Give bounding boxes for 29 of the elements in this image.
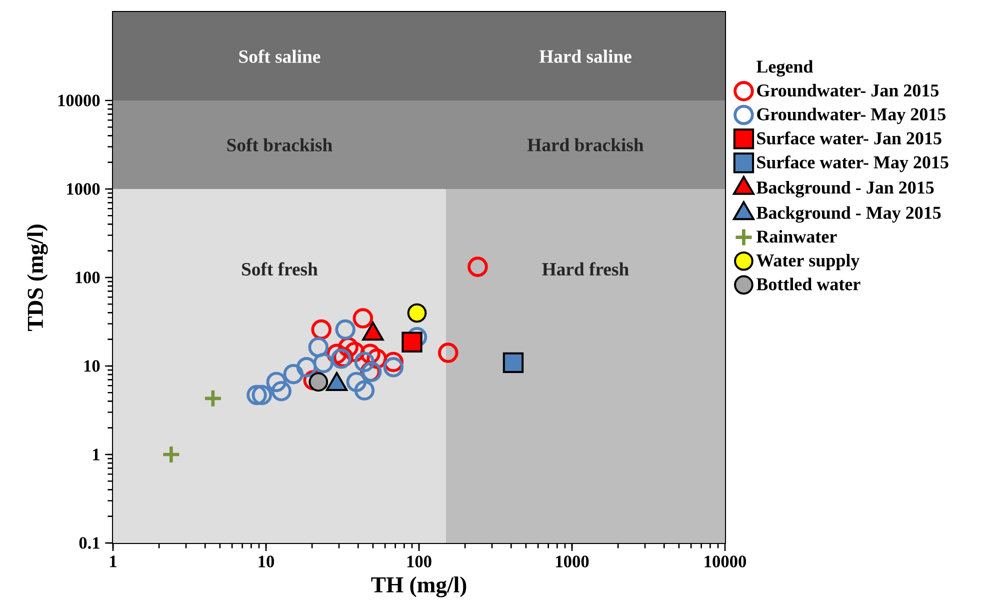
legend-label: Surface water- Jan 2015 bbox=[757, 132, 942, 144]
y-tick-label: 1 bbox=[93, 448, 100, 460]
legend-label: Water supply bbox=[756, 254, 860, 270]
annotation: Soft fresh bbox=[242, 262, 318, 276]
x-tick-label: 1000 bbox=[556, 556, 589, 568]
annotation: Soft brackish bbox=[227, 138, 332, 152]
annotation: Soft saline bbox=[239, 50, 320, 63]
legend-label: Background - May 2015 bbox=[756, 206, 941, 223]
x-tick-label: 1 bbox=[110, 556, 116, 568]
y-tick-label: 100 bbox=[76, 272, 100, 284]
legend-label: Groundwater- Jan 2015 bbox=[757, 84, 939, 97]
legend-label: Background - Jan 2015 bbox=[756, 180, 934, 198]
y-tick-label: 1000 bbox=[67, 183, 100, 195]
y-tick-label: 0.1 bbox=[79, 537, 100, 549]
x-tick-label: 10 bbox=[258, 556, 274, 568]
y-tick-label: 10000 bbox=[58, 94, 100, 106]
annotation: Hard fresh bbox=[542, 262, 629, 276]
annotation: Hard saline bbox=[539, 50, 632, 63]
x-tick-label: 10000 bbox=[704, 556, 746, 568]
legend-title: Legend bbox=[756, 60, 813, 77]
legend-label: Groundwater- May 2015 bbox=[757, 108, 946, 124]
legend-label: Surface water- May 2015 bbox=[757, 156, 948, 172]
y-tick-label: 10 bbox=[84, 360, 100, 372]
annotation: Hard brackish bbox=[527, 138, 644, 152]
y-axis-title: TDS (mg/l) bbox=[27, 224, 48, 331]
legend-label: Bottled water bbox=[756, 278, 860, 290]
x-axis-title: TH (mg/l) bbox=[371, 576, 466, 598]
x-tick-label: 100 bbox=[407, 556, 432, 568]
legend-label: Rainwater bbox=[756, 230, 837, 243]
